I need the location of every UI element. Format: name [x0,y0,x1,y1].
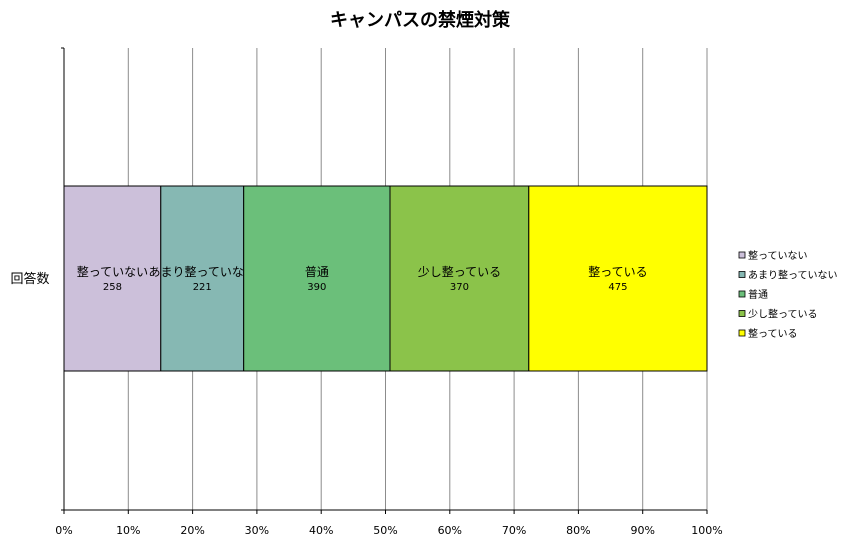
x-tick-label: 20% [180,524,204,537]
chart-title: キャンパスの禁煙対策 [330,9,511,31]
segment-label: 普通 [305,265,329,279]
legend-swatch [738,329,746,337]
legend-label: あまり整っていない [748,269,838,282]
segment-label: 整っている [588,264,647,279]
legend-label: 整っていない [748,249,808,262]
data-label: 370 [450,282,469,293]
data-label: 475 [608,282,627,293]
legend-label: 少し整っている [748,308,818,321]
x-tick-label: 30% [245,524,269,537]
x-tick-label: 10% [116,524,140,537]
bar-segment [160,185,245,372]
legend-swatch [738,290,746,298]
legend-swatch [738,310,746,317]
segment-label: あまり整っていない [149,264,256,279]
bar-segment [528,185,708,372]
data-label: 221 [193,282,212,293]
category-label: 回答数 [10,271,49,287]
x-tick-label: 40% [309,524,333,537]
bar-segments: 整っていない 258 あまり整っていない 221 普通 390 少し整っている 370 整ってい… [63,185,708,372]
bar-segment [63,185,162,372]
x-tick-label: 0% [55,524,72,537]
legend-swatch [738,271,746,278]
bar-segment [389,185,530,372]
x-tick-label: 100% [691,524,722,537]
x-tick-label: 60% [438,524,462,537]
legend-swatch [738,251,746,259]
data-label: 390 [307,282,326,293]
legend-label: 整っている [748,327,798,340]
x-tick-label: 90% [630,524,654,537]
x-tick-label: 80% [566,524,590,537]
segment-label: 整っていない [77,264,148,279]
x-axis: 0% 10% 20% 30% 40% 50% 60% 70% 80% 90% 100% 回答数 [10,47,723,537]
segment-label: 少し整っている [418,264,501,279]
x-tick-label: 70% [502,524,526,537]
legend-label: 普通 [748,288,768,301]
bar-segment [243,185,391,372]
x-tick-label: 50% [373,524,397,537]
data-label: 258 [103,282,122,293]
